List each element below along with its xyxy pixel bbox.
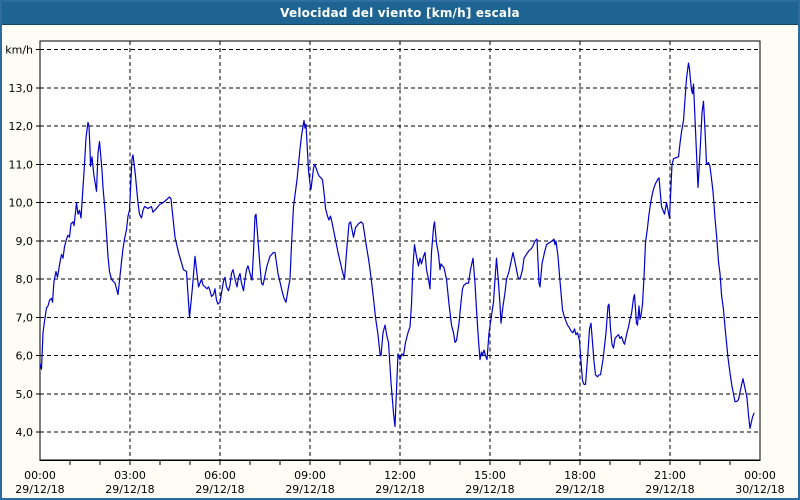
x-tick-time-label: 00:00 <box>744 469 776 482</box>
x-tick-date-label: 30/12/18 <box>735 483 784 496</box>
y-tick-label: 6,0 <box>16 350 34 363</box>
chart-area: 4,0 5,0 6,0 7,0 8,0 9,0 10,0 11,0 12,0 13,0 km/h 00… <box>2 25 798 498</box>
wind-speed-line-chart: 4,0 5,0 6,0 7,0 8,0 9,0 10,0 11,0 12,0 13,0 km/h 00… <box>5 40 785 496</box>
y-tick-label: 13,0 <box>9 82 33 95</box>
x-tick-time-label: 18:00 <box>564 469 596 482</box>
x-tick-date-label: 29/12/18 <box>105 483 154 496</box>
y-tick-label: 10,0 <box>9 197 33 210</box>
wind-speed-series-line <box>39 62 755 429</box>
x-tick-time-label: 15:00 <box>474 469 506 482</box>
x-tick-date-label: 29/12/18 <box>195 483 244 496</box>
y-tick-label: 4,0 <box>16 426 34 439</box>
x-tick-time-label: 09:00 <box>294 469 326 482</box>
x-tick-date-label: 29/12/18 <box>15 483 64 496</box>
y-tick-label: 12,0 <box>9 120 33 133</box>
chart-title: Velocidad del viento [km/h] escala <box>280 6 520 20</box>
y-axis-unit-label: km/h <box>5 44 33 57</box>
y-tick-label: 11,0 <box>9 158 33 171</box>
x-tick-time-label: 12:00 <box>384 469 416 482</box>
title-bar: Velocidad del viento [km/h] escala <box>2 2 798 25</box>
x-tick-date-label: 29/12/18 <box>555 483 604 496</box>
x-tick-date-label: 29/12/18 <box>375 483 424 496</box>
x-tick-date-label: 29/12/18 <box>285 483 334 496</box>
y-tick-label: 9,0 <box>16 235 34 248</box>
x-tick-date-label: 29/12/18 <box>645 483 694 496</box>
x-tick-time-label: 21:00 <box>654 469 686 482</box>
x-tick-time-label: 06:00 <box>204 469 236 482</box>
x-tick-time-label: 03:00 <box>114 469 146 482</box>
y-tick-label: 8,0 <box>16 273 34 286</box>
x-tick-time-label: 00:00 <box>24 469 56 482</box>
x-tick-date-label: 29/12/18 <box>465 483 514 496</box>
y-tick-label: 5,0 <box>16 388 34 401</box>
y-tick-label: 7,0 <box>16 311 34 324</box>
